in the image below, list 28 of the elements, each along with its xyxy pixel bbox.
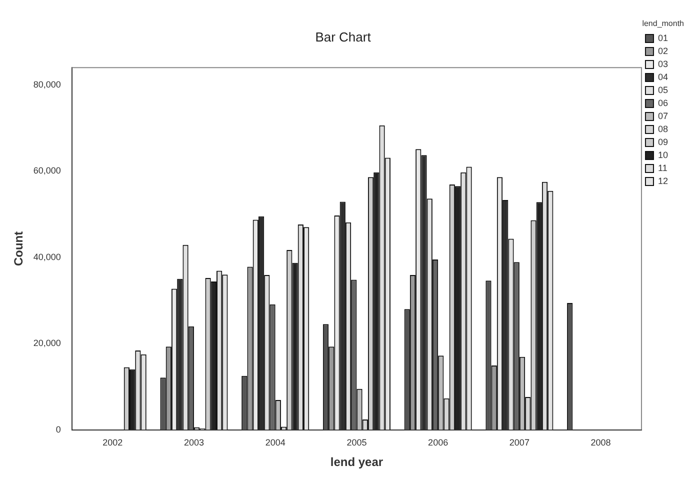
- x-tick-label: 2004: [265, 438, 286, 448]
- legend-label: 09: [658, 136, 668, 147]
- y-axis-title: Count: [12, 231, 26, 266]
- y-tick-label: 20,000: [33, 338, 61, 348]
- legend-label: 05: [658, 84, 668, 95]
- legend-label: 01: [658, 32, 668, 43]
- y-tick-label: 80,000: [33, 79, 61, 90]
- legend-label: 11: [658, 162, 668, 173]
- y-tick-label: 0: [56, 424, 61, 434]
- legend-label: 08: [658, 124, 668, 134]
- x-tick-label: 2005: [346, 438, 367, 448]
- legend-label: 07: [658, 110, 668, 121]
- legend-label: 04: [658, 72, 668, 82]
- chart-title: Bar Chart: [315, 29, 372, 44]
- x-tick-label: 2007: [509, 438, 530, 448]
- y-tick-label: 60,000: [33, 166, 61, 176]
- x-axis-title: lend year: [330, 455, 384, 470]
- y-tick-label: 40,000: [33, 252, 61, 262]
- legend-label: 03: [658, 58, 668, 69]
- x-tick-label: 2008: [590, 438, 611, 448]
- x-tick-label: 2002: [102, 438, 123, 448]
- legend-label: 02: [658, 46, 668, 56]
- legend-title: lend_month: [642, 19, 684, 28]
- x-tick-label: 2006: [428, 438, 448, 448]
- legend-label: 12: [658, 176, 668, 186]
- x-tick-label: 2003: [184, 438, 204, 448]
- legend-label: 06: [658, 98, 668, 108]
- legend-label: 10: [658, 150, 668, 160]
